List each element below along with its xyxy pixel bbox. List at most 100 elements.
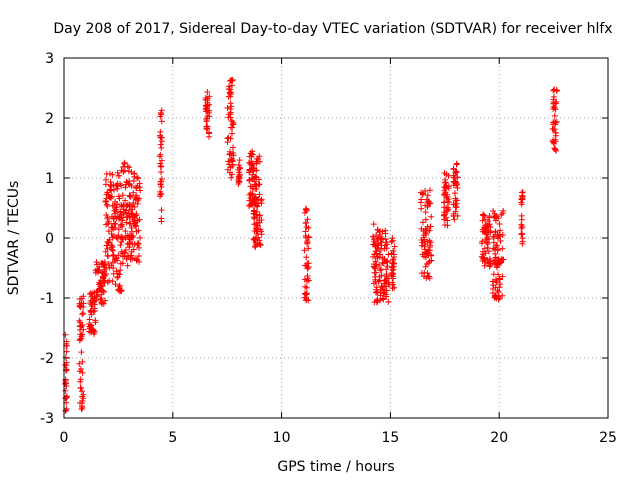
data-point (372, 248, 379, 255)
data-point (390, 270, 397, 277)
data-point (444, 191, 451, 198)
x-tick-label: 20 (490, 430, 508, 446)
data-point (391, 243, 398, 250)
y-tick-label: -1 (40, 291, 54, 307)
data-point (120, 163, 127, 170)
data-point (104, 245, 111, 252)
data-point (228, 103, 235, 110)
data-point (425, 260, 432, 267)
data-point (518, 199, 525, 206)
data-point (422, 225, 429, 232)
data-point (492, 250, 499, 257)
data-point (550, 105, 557, 112)
data-point (482, 250, 489, 257)
data-point (498, 256, 505, 263)
data-point (158, 144, 165, 151)
data-point (421, 269, 428, 276)
data-point (417, 199, 424, 206)
data-point (481, 262, 488, 269)
data-point (228, 118, 235, 125)
data-point (484, 240, 491, 247)
data-point (519, 235, 526, 242)
data-point (114, 185, 121, 192)
data-point (224, 135, 231, 142)
data-point (229, 144, 236, 151)
data-point (62, 331, 69, 338)
data-point (441, 204, 448, 211)
data-point (122, 184, 129, 191)
data-point (80, 395, 87, 402)
data-point (552, 146, 559, 153)
data-point (250, 208, 257, 215)
data-point (490, 271, 497, 278)
data-point (481, 212, 488, 219)
data-point (136, 258, 143, 265)
data-point (106, 236, 113, 243)
data-point (63, 359, 70, 366)
data-point (77, 385, 84, 392)
data-point (131, 221, 138, 228)
data-point (96, 279, 103, 286)
data-point (122, 234, 129, 241)
data-point (63, 394, 70, 401)
plot-frame (63, 57, 609, 419)
data-point (500, 207, 507, 214)
data-point (104, 252, 111, 259)
data-point (304, 216, 311, 223)
data-point (80, 326, 87, 333)
data-point (371, 261, 378, 268)
data-point (385, 251, 392, 258)
data-point (303, 224, 310, 231)
data-point (76, 360, 83, 367)
data-point (118, 182, 125, 189)
data-point (246, 191, 253, 198)
data-point (158, 118, 165, 125)
data-point (229, 130, 236, 137)
data-point (389, 237, 396, 244)
data-point (375, 235, 382, 242)
data-point (492, 217, 499, 224)
data-point (78, 349, 85, 356)
data-point (390, 256, 397, 263)
data-point (100, 300, 107, 307)
data-point (381, 245, 388, 252)
data-point (441, 199, 448, 206)
data-point (254, 240, 261, 247)
data-point (370, 233, 377, 240)
data-point (420, 190, 427, 197)
data-point (253, 225, 260, 232)
data-point (454, 184, 461, 191)
data-point (130, 189, 137, 196)
data-point (92, 317, 99, 324)
data-point (108, 193, 115, 200)
data-point (99, 269, 106, 276)
data-point (103, 201, 110, 208)
data-point (158, 169, 165, 176)
data-point (495, 296, 502, 303)
data-point (110, 186, 117, 193)
data-point (78, 406, 85, 413)
data-point (104, 214, 111, 221)
data-point (112, 281, 119, 288)
data-point (126, 244, 133, 251)
data-point (480, 211, 487, 218)
data-point (105, 260, 112, 267)
data-point (79, 358, 86, 365)
data-point (119, 235, 126, 242)
data-point (304, 275, 311, 282)
data-point (204, 123, 211, 130)
data-point (253, 155, 260, 162)
data-point (113, 268, 120, 275)
data-point (256, 191, 263, 198)
data-point (99, 273, 106, 280)
data-point (120, 214, 127, 221)
data-point (121, 160, 128, 167)
data-point (551, 112, 558, 119)
data-point (426, 247, 433, 254)
data-point (204, 89, 211, 96)
data-point (77, 336, 84, 343)
data-point (158, 183, 165, 190)
data-point (379, 295, 386, 302)
data-point (158, 157, 165, 164)
data-point (86, 290, 93, 297)
